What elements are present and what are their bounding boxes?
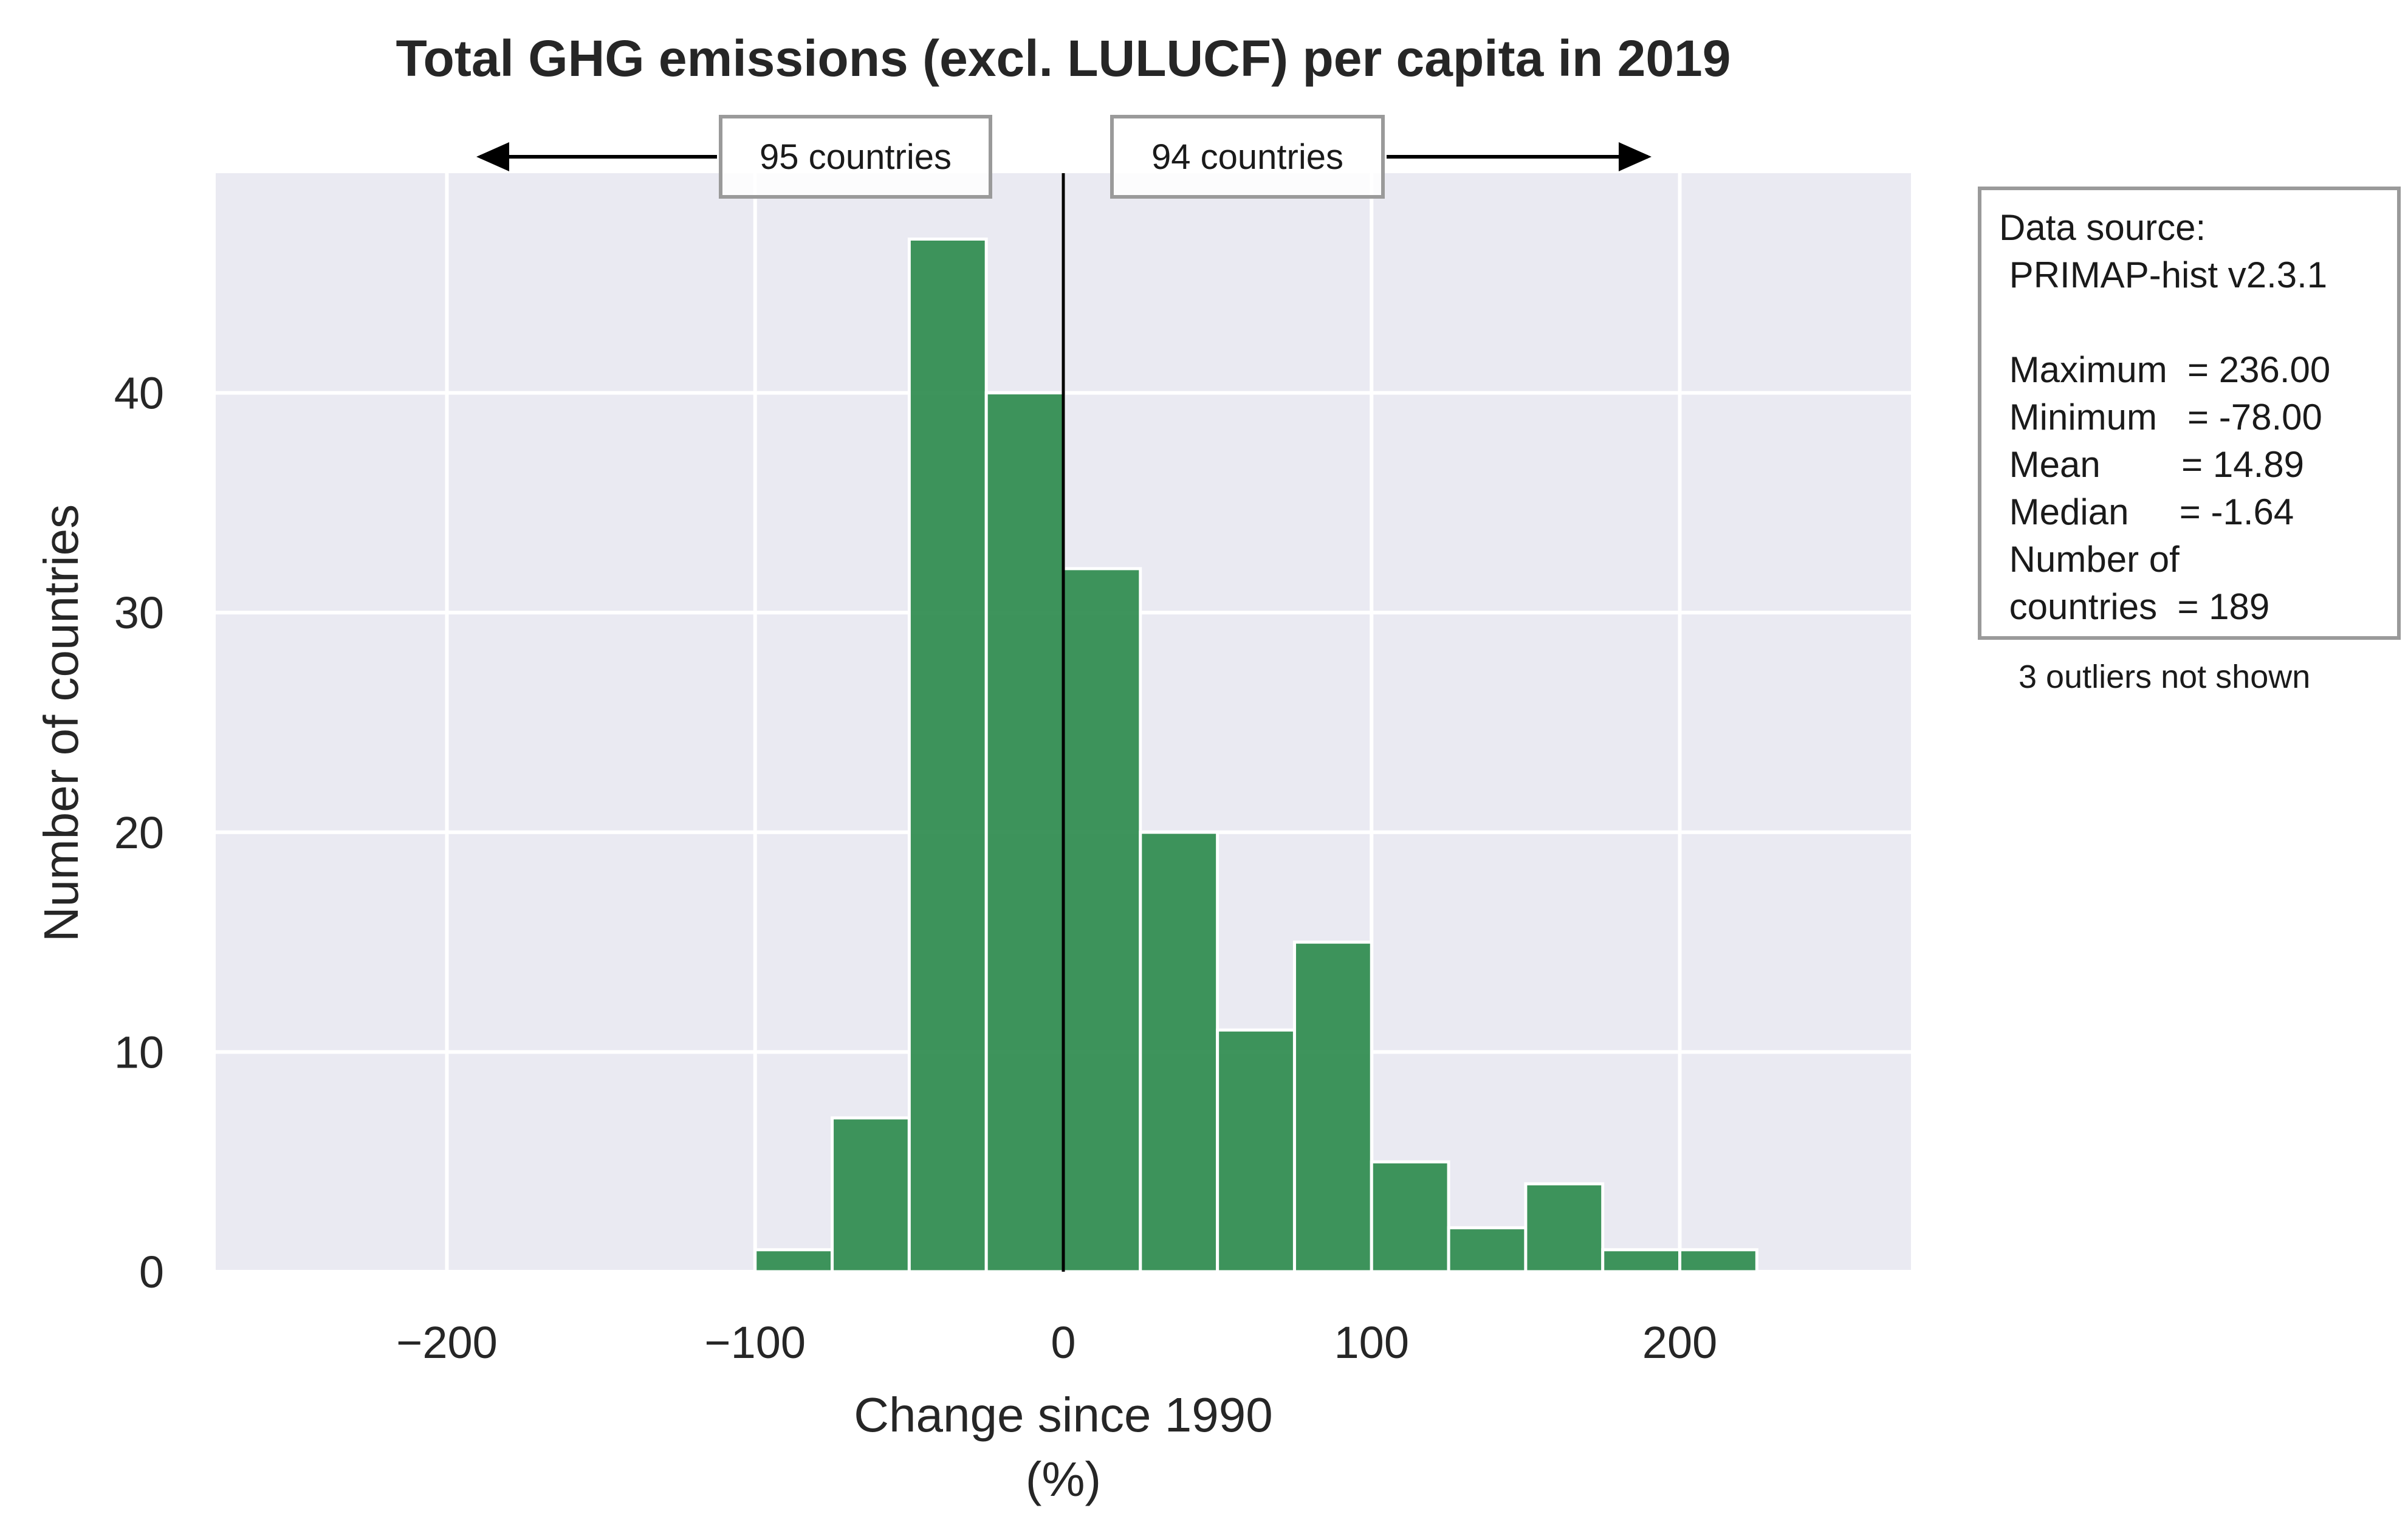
- chart-title: Total GHG emissions (excl. LULUCF) per c…: [396, 30, 1731, 87]
- stats-lines: Data source: PRIMAP-hist v2.3.1 Maximum …: [1999, 207, 2330, 627]
- y-tick-label-3: 30: [114, 588, 164, 638]
- histogram-bar-3: [984, 391, 1065, 1274]
- y-tick-label-0: 0: [139, 1247, 164, 1297]
- histogram-bar-2: [907, 237, 988, 1274]
- left-count-label: 95 countries: [760, 137, 952, 177]
- histogram-bars: [753, 237, 1758, 1274]
- histogram-bar-5: [1139, 831, 1219, 1274]
- stats-line-5: Mean = 14.89: [1999, 444, 2304, 485]
- histogram-bar-0: [753, 1248, 834, 1274]
- stats-line-4: Minimum = -78.00: [1999, 397, 2322, 437]
- histogram-bar-4: [1062, 567, 1142, 1274]
- y-tick-label-4: 40: [114, 368, 164, 419]
- left-count-annotation: 95 countries: [476, 115, 992, 199]
- stats-line-1: PRIMAP-hist v2.3.1: [1999, 255, 2327, 295]
- y-axis-ticks: 0 10 20 30 40: [114, 368, 164, 1297]
- left-count-box: [719, 115, 992, 199]
- x-tick-label-3: 100: [1334, 1317, 1409, 1368]
- histogram-bar-10: [1524, 1182, 1605, 1274]
- x-tick-label-2: 0: [1051, 1317, 1075, 1368]
- y-axis-label: Number of countries: [34, 504, 88, 942]
- x-axis-ticks: −200 −100 0 100 200: [396, 1317, 1717, 1368]
- x-tick-label-0: −200: [396, 1317, 498, 1368]
- stats-box: Data source: PRIMAP-hist v2.3.1 Maximum …: [1978, 187, 2401, 640]
- histogram-bar-11: [1601, 1248, 1682, 1274]
- right-count-box: [1110, 115, 1385, 199]
- stats-line-6: Median = -1.64: [1999, 492, 2294, 532]
- stats-line-7: Number of: [1999, 539, 2180, 580]
- x-tick-label-1: −100: [704, 1317, 806, 1368]
- histogram-bar-8: [1370, 1160, 1450, 1274]
- outlier-note: 3 outliers not shown: [2019, 659, 2310, 695]
- histogram-bar-9: [1447, 1226, 1528, 1274]
- x-axis-unit: (%): [1026, 1452, 1101, 1506]
- right-count-label: 94 countries: [1151, 137, 1343, 177]
- right-count-annotation: 94 countries: [1110, 115, 1652, 199]
- y-tick-label-1: 10: [114, 1027, 164, 1077]
- histogram-bar-6: [1216, 1028, 1296, 1274]
- histogram-bar-7: [1292, 941, 1373, 1274]
- y-tick-label-2: 20: [114, 807, 164, 858]
- histogram-bar-1: [831, 1116, 911, 1274]
- x-axis-label: Change since 1990: [854, 1388, 1272, 1442]
- x-tick-label-4: 200: [1642, 1317, 1717, 1368]
- histogram-bar-12: [1678, 1248, 1758, 1274]
- stats-line-3: Maximum = 236.00: [1999, 349, 2330, 390]
- stats-line-8: countries = 189: [1999, 586, 2269, 627]
- stats-line-0: Data source:: [1999, 207, 2206, 248]
- stats-box-frame: [1978, 187, 2401, 640]
